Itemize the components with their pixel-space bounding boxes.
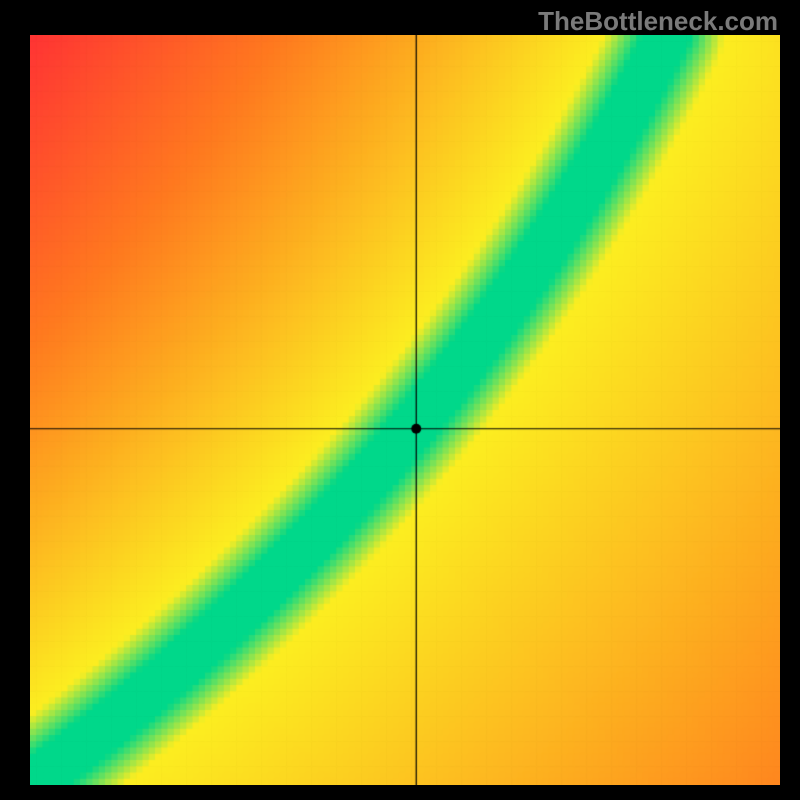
watermark-text: TheBottleneck.com <box>538 6 778 37</box>
chart-container: TheBottleneck.com <box>0 0 800 800</box>
bottleneck-heatmap <box>30 35 780 785</box>
